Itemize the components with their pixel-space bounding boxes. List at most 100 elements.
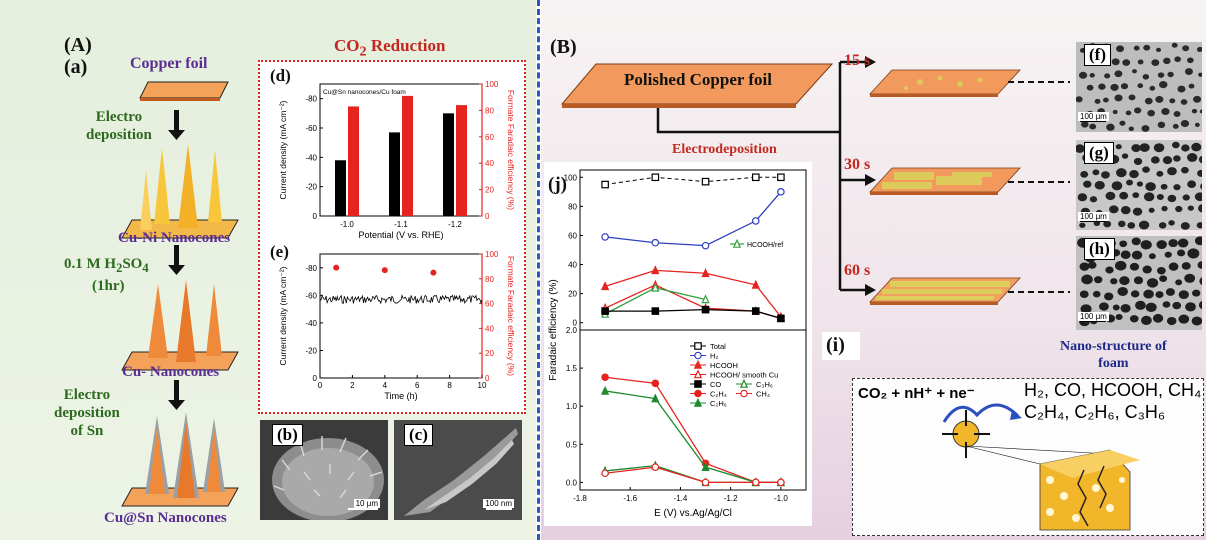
foam-pore [1156, 266, 1166, 275]
foam-pore [1131, 144, 1141, 153]
chart-j-bottom-y-tick: 2.0 [566, 326, 578, 335]
chart-d-right-tick: 60 [485, 133, 494, 142]
foam-pore [1119, 191, 1129, 200]
foam-pore [1164, 251, 1172, 258]
foam-pore [1129, 262, 1140, 271]
chart-j-bottom-frame [579, 329, 807, 491]
chart-d-bar-current [335, 160, 346, 216]
electrodeposition-label: Electrodeposition [672, 142, 777, 157]
foam-pore [1094, 98, 1101, 104]
chart-j-series-c2h6-point [651, 393, 660, 403]
foam-pore [1086, 84, 1094, 91]
foam-pore [1167, 194, 1177, 203]
foam-pore [1141, 125, 1150, 132]
chart-j-series-h2-point [601, 233, 609, 241]
chart-d-left-tick: -60 [305, 124, 317, 133]
chart-d-right-tick: 80 [485, 106, 494, 115]
chart-d-legend: Cu@Sn nanocones/Cu foam [323, 89, 406, 96]
sem-image-b: 10 μm [260, 420, 388, 520]
chart-j-series-h2-point [751, 217, 760, 225]
chart-d-bar-current [443, 113, 454, 216]
foam-pore [1122, 59, 1131, 66]
foam-pore [1143, 192, 1155, 202]
chart-j-legend-label: C₂H₆ [710, 399, 727, 408]
foam-pore [1187, 248, 1200, 259]
foam-pore [1132, 69, 1137, 74]
chart-j-top-y-tick: 60 [568, 231, 577, 240]
chart-j-bg [544, 162, 812, 526]
foam-pore [1197, 169, 1202, 177]
foam-pore [1076, 144, 1085, 153]
chart-j-series-hcooh-point [751, 279, 760, 289]
foam-pore [1181, 166, 1189, 174]
foam-pore [1197, 261, 1202, 269]
chart-d-right-tick: 100 [485, 80, 499, 89]
chart-j-series-ch4-point [651, 463, 660, 471]
chart-j-legend-marker [740, 389, 748, 398]
foam-pore [1094, 180, 1105, 190]
chart-e-fe-point [333, 264, 340, 271]
scale-c: 100 nm [483, 499, 514, 508]
foam-pore [1077, 193, 1088, 202]
foam-pore [1147, 109, 1155, 117]
sem-image-g [1076, 140, 1202, 230]
foam-pore [1194, 192, 1202, 202]
foam-pore [1080, 171, 1089, 178]
chart-j-top-y-tick: 0 [573, 319, 578, 328]
foam-pore [1079, 222, 1086, 228]
chart-j-legend-marker [693, 369, 703, 379]
chart-j-faradaic-efficiency: 0 20 40 60 80 100 0.0 0.5 1.0 1.5 2.0 -1.8 -1.6 -1.4 -… [548, 169, 807, 519]
foam-pore [1173, 111, 1181, 117]
foam-pore [1159, 81, 1168, 89]
label-i-bg [822, 332, 860, 360]
chart-e-left-tick: 0 [313, 374, 318, 383]
foam-pore [1079, 290, 1089, 298]
chart-d-x-tick: -1.0 [340, 220, 354, 229]
foam-pore [1199, 109, 1202, 114]
foam-pore [1139, 143, 1150, 152]
foam-pore [1172, 141, 1180, 149]
foam-pore [1166, 316, 1177, 326]
chart-j-series-total-point [751, 173, 760, 182]
chart-j-series-total-point [777, 173, 785, 182]
foam-pore [1194, 122, 1200, 127]
chart-j-legend-marker [694, 380, 702, 388]
foam-pore [1128, 126, 1134, 132]
foam-pore [1101, 171, 1110, 179]
foam-pore [1112, 109, 1118, 115]
chart-j-x-tick: -1.2 [724, 494, 738, 503]
foam-pore [1198, 300, 1202, 310]
foam-pore [1163, 57, 1171, 65]
foam-pore [1187, 180, 1197, 189]
foam-pore [1172, 123, 1179, 129]
chart-j-x-tick: -1.4 [674, 494, 688, 503]
foam-pore [1109, 205, 1119, 214]
chart-e-ylabel-left: Current density (mA cm⁻²) [278, 266, 288, 365]
foam-pore [1110, 83, 1119, 91]
chart-j-series-c2h4-point [601, 373, 609, 382]
foam-pore [1181, 144, 1190, 152]
chart-e-right-tick: 20 [485, 349, 494, 358]
foam-pore [1165, 288, 1175, 296]
foam-pore [1181, 262, 1191, 270]
foam-pore [1145, 182, 1156, 192]
label-g: (g) [1084, 142, 1114, 164]
step2-label: 0.1 M H2SO4 [64, 256, 149, 275]
foam-pore [1184, 273, 1196, 283]
foam-pore [1106, 123, 1115, 131]
foam-pore [1162, 301, 1171, 308]
chart-j-series-c2h4-point [651, 379, 660, 388]
foam-pore [1131, 237, 1141, 246]
chart-e-left-tick: -80 [305, 264, 317, 273]
foam-pore [1092, 169, 1100, 176]
step2-time: (1hr) [92, 278, 125, 294]
foam-pore [1115, 144, 1122, 150]
time-15s: 15 s [844, 52, 871, 69]
foam-pore [1117, 286, 1129, 296]
foam-pore [1155, 95, 1164, 103]
foam-pore [1142, 74, 1150, 80]
foam-pore [1142, 166, 1150, 173]
chart-e-left-tick: -40 [305, 319, 317, 328]
chart-j-series-h2-point [651, 238, 660, 247]
label-b: (b) [272, 424, 303, 446]
